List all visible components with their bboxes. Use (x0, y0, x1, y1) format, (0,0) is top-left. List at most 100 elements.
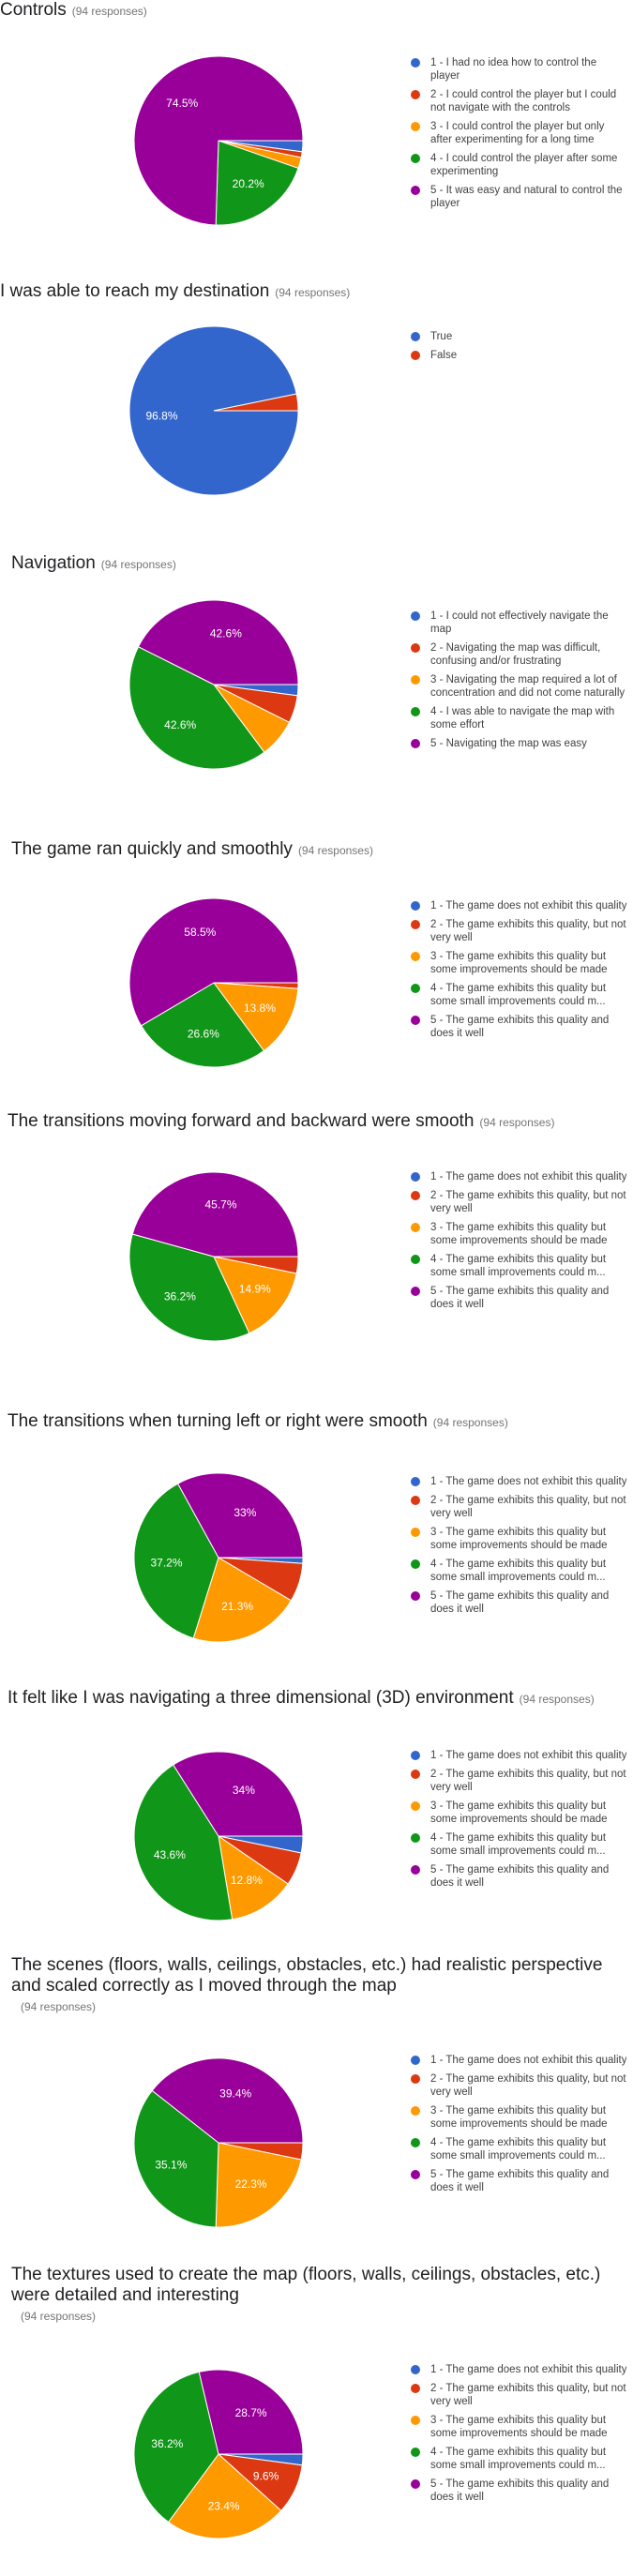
pie-chart: 21.3% 37.2% 33% (133, 1472, 304, 1643)
slice-label: 58.5% (184, 926, 216, 939)
slice-label: 14.9% (239, 1283, 271, 1296)
legend-swatch (411, 1191, 420, 1200)
chart-legend: 1 - I had no idea how to control the pla… (411, 56, 628, 216)
legend-swatch (411, 1016, 420, 1025)
pie-chart: 20.2% 74.5% (133, 55, 304, 226)
slice-label: 33% (234, 1506, 256, 1519)
legend-swatch (411, 2384, 420, 2393)
pie-slice (128, 897, 299, 1027)
chart-title: The game ran quickly and smoothly (94 res… (11, 839, 373, 861)
legend-label: 3 - The game exhibits this quality but s… (430, 2415, 608, 2439)
legend-label: True (430, 331, 453, 342)
response-count: (94 responses) (432, 1416, 508, 1429)
pie-chart: 14.9% 36.2% 45.7% (128, 1171, 299, 1342)
chart-legend: 1 - The game does not exhibit this quali… (411, 1170, 628, 1317)
chart-section: The transitions moving forward and backw… (0, 1111, 633, 1393)
legend-swatch (411, 2416, 420, 2425)
legend-item: 5 - The game exhibits this quality and d… (411, 1285, 628, 1311)
pie-slice (215, 2142, 302, 2228)
legend-item: 5 - Navigating the map was easy (411, 737, 628, 750)
legend-swatch (411, 1172, 420, 1182)
pie-chart: 12.8% 43.6% 34% (133, 1751, 304, 1921)
chart-legend: 1 - The game does not exhibit this quali… (411, 1475, 628, 1621)
legend-item: 1 - The game does not exhibit this quali… (411, 899, 628, 912)
pie-slice (192, 1557, 293, 1643)
legend-swatch (411, 1833, 420, 1843)
chart-legend: True False (411, 330, 628, 368)
legend-swatch (411, 1865, 420, 1875)
pie-slice (212, 982, 299, 1052)
legend-item: 4 - I was able to navigate the map with … (411, 705, 628, 731)
pie-slice (213, 393, 299, 412)
chart-title-text: The transitions when turning left or rig… (8, 1411, 428, 1431)
pie-chart: 13.8% 26.6% 58.5% (128, 897, 299, 1068)
pie-slice (128, 645, 265, 770)
legend-label: 5 - The game exhibits this quality and d… (430, 1015, 610, 1039)
pie-slice (198, 2369, 304, 2455)
legend-item: 4 - The game exhibits this quality but s… (411, 2446, 628, 2472)
legend-item: 4 - The game exhibits this quality but s… (411, 1558, 628, 1584)
legend-label: 3 - The game exhibits this quality but s… (430, 951, 608, 975)
slice-label: 36.2% (151, 2437, 183, 2450)
legend-item: 2 - The game exhibits this quality, but … (411, 1768, 628, 1794)
chart-legend: 1 - The game does not exhibit this quali… (411, 2054, 628, 2200)
legend-item: 2 - The game exhibits this quality, but … (411, 2382, 628, 2408)
legend-label: 1 - The game does not exhibit this quali… (430, 1171, 627, 1183)
chart-legend: 1 - The game does not exhibit this quali… (411, 1749, 628, 1895)
legend-item: 3 - Navigating the map required a lot of… (411, 673, 628, 700)
legend-item: 3 - The game exhibits this quality but s… (411, 950, 628, 976)
legend-swatch (411, 920, 420, 929)
pie-chart: 42.6% 42.6% (128, 599, 299, 770)
slice-label: 37.2% (150, 1557, 182, 1570)
chart-legend: 1 - The game does not exhibit this quali… (411, 899, 628, 1046)
chart-title-text: Navigation (11, 553, 96, 573)
legend-item: 2 - Navigating the map was difficult, co… (411, 641, 628, 668)
legend-swatch (411, 2170, 420, 2179)
legend-swatch (411, 2056, 420, 2065)
legend-item: 5 - The game exhibits this quality and d… (411, 2168, 628, 2194)
pie-slice (213, 1256, 297, 1334)
legend-item: 1 - The game does not exhibit this quali… (411, 1170, 628, 1183)
legend-item: 2 - I could control the player but I cou… (411, 88, 628, 114)
legend-label: False (430, 350, 458, 361)
slice-label: 39.4% (219, 2086, 251, 2100)
legend-label: 2 - Navigating the map was difficult, co… (430, 642, 601, 667)
pie-slice (140, 982, 265, 1068)
legend-swatch (411, 58, 420, 68)
legend-label: 2 - The game exhibits this quality, but … (430, 1190, 626, 1214)
legend-swatch (411, 1477, 420, 1486)
response-count: (94 responses) (21, 2310, 97, 2323)
legend-item: 3 - The game exhibits this quality but s… (411, 2104, 628, 2131)
pie-slice (133, 2089, 219, 2228)
response-count: (94 responses) (275, 286, 351, 299)
chart-title-text: The transitions moving forward and backw… (8, 1111, 475, 1131)
legend-item: 1 - The game does not exhibit this quali… (411, 2054, 628, 2067)
chart-section: The game ran quickly and smoothly (94 res… (0, 839, 633, 1121)
chart-section: The textures used to create the map (flo… (0, 2265, 633, 2546)
legend-label: 3 - The game exhibits this quality but s… (430, 1527, 608, 1551)
legend-swatch (411, 2448, 420, 2457)
slice-label: 26.6% (188, 1028, 219, 1041)
legend-swatch (411, 643, 420, 653)
legend-label: 5 - The game exhibits this quality and d… (430, 1864, 610, 1889)
pie-slice (176, 1472, 304, 1559)
response-count: (94 responses) (297, 844, 373, 857)
legend-item: 5 - The game exhibits this quality and d… (411, 1863, 628, 1890)
slice-label: 36.2% (164, 1290, 196, 1303)
chart-title: The scenes (floors, walls, ceilings, obs… (11, 1955, 625, 1996)
chart-title-text: The textures used to create the map (flo… (11, 2265, 601, 2305)
pie-slice (167, 2453, 282, 2539)
legend-label: 4 - The game exhibits this quality but s… (430, 1254, 607, 1278)
chart-title: It felt like I was navigating a three di… (8, 1688, 595, 1710)
chart-title-text: It felt like I was navigating a three di… (8, 1688, 514, 1708)
legend-swatch (411, 1801, 420, 1811)
legend-swatch (411, 90, 420, 99)
response-count: (94 responses) (100, 558, 176, 571)
legend-label: 1 - I could not effectively navigate the… (430, 610, 609, 635)
legend-label: 1 - The game does not exhibit this quali… (430, 1476, 627, 1487)
legend-label: 3 - The game exhibits this quality but s… (430, 2105, 608, 2130)
pie-slice (128, 1233, 250, 1342)
legend-label: 4 - The game exhibits this quality but s… (430, 1559, 607, 1583)
slice-label: 20.2% (233, 177, 264, 190)
legend-label: 5 - The game exhibits this quality and d… (430, 2169, 610, 2193)
